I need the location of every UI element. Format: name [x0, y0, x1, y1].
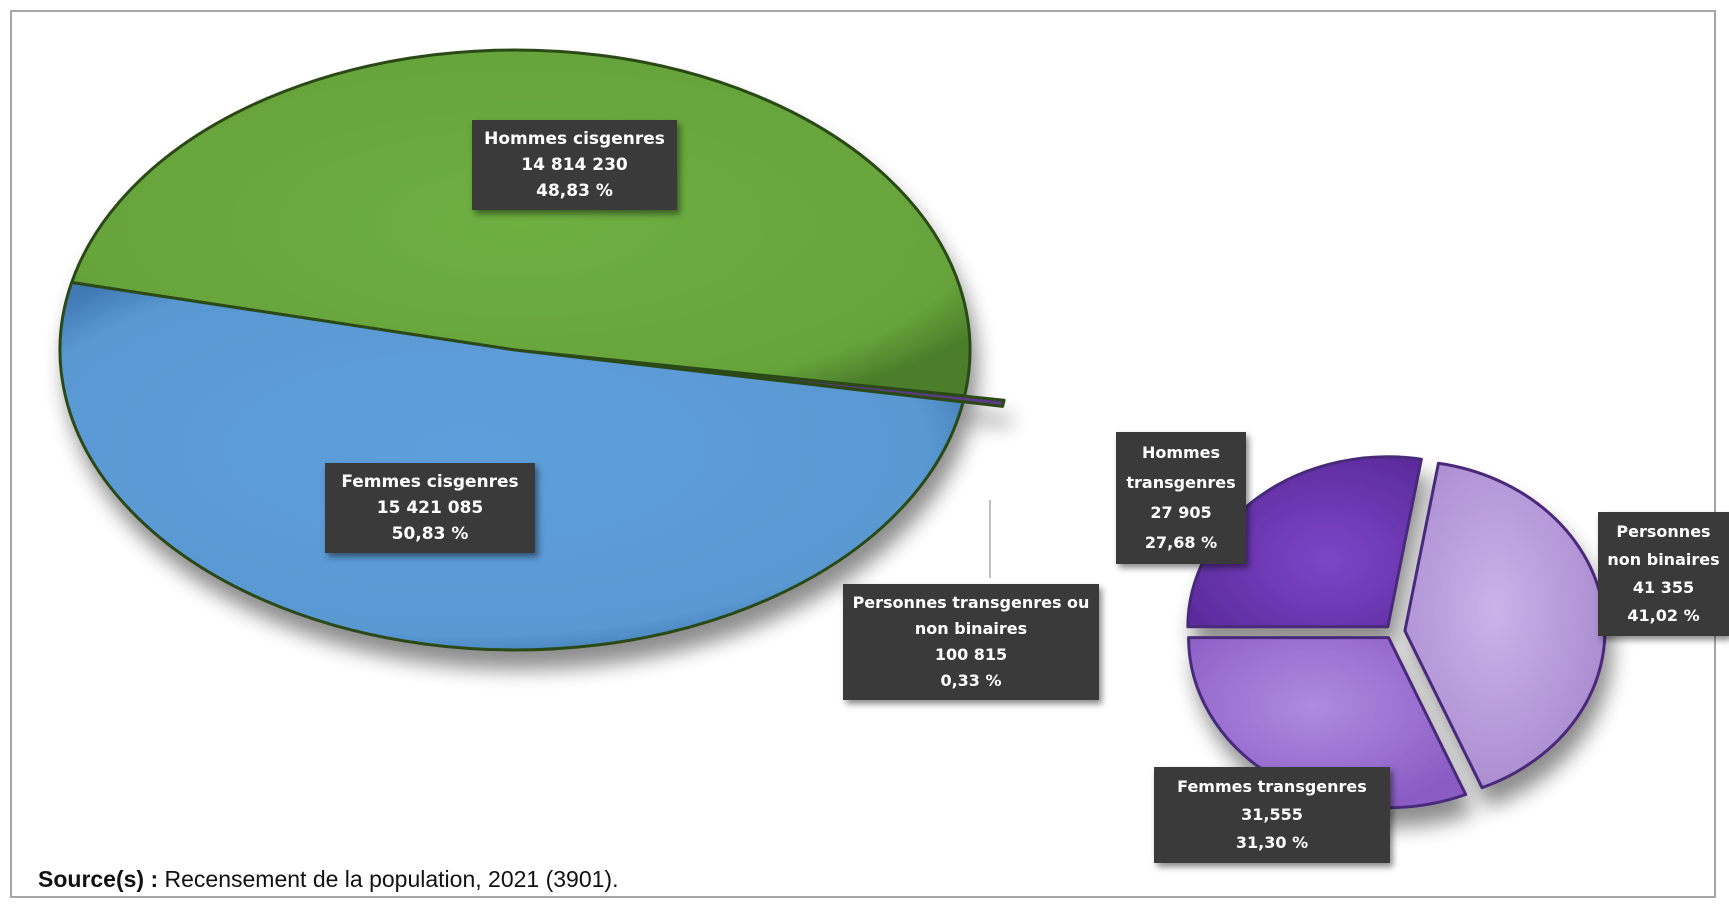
label-name-line1: Personnes transgenres ou — [852, 593, 1090, 612]
label-percent: 48,83 % — [536, 181, 613, 201]
label-name-line2: transgenres — [1126, 473, 1236, 492]
label-percent: 27,68 % — [1144, 533, 1218, 552]
label-percent: 0,33 % — [940, 671, 1002, 690]
label-name-line2: non binaires — [1607, 550, 1720, 569]
label-hommes-cisgenres: Hommes cisgenres 14 814 230 48,83 % — [472, 120, 677, 210]
source-label: Source(s) : — [38, 866, 159, 892]
label-value: 41 355 — [1632, 578, 1695, 597]
detail-pie — [1186, 455, 1607, 810]
label-percent: 31,30 % — [1235, 833, 1309, 852]
source-text: Recensement de la population, 2021 (3901… — [164, 866, 619, 892]
label-value: 15 421 085 — [376, 498, 484, 518]
label-name: Hommes cisgenres — [484, 129, 665, 149]
label-hommes-transgenres: Hommes transgenres 27 905 27,68 % — [1116, 432, 1246, 564]
label-femmes-transgenres: Femmes transgenres 31,555 31,30 % — [1154, 767, 1390, 863]
label-name: Femmes transgenres — [1177, 777, 1367, 796]
label-personnes-transgenres-ou-non-binaires: Personnes transgenres ou non binaires 10… — [843, 584, 1099, 700]
label-name: Femmes cisgenres — [341, 472, 519, 492]
label-personnes-non-binaires: Personnes non binaires 41 355 41,02 % — [1598, 512, 1729, 636]
pie-slice-hommes-transgenres — [1186, 455, 1423, 629]
label-name-line1: Personnes — [1616, 522, 1711, 541]
label-percent: 50,83 % — [391, 524, 469, 544]
label-value: 100 815 — [934, 645, 1008, 664]
label-value: 27 905 — [1150, 503, 1212, 522]
label-value: 31,555 — [1241, 805, 1303, 824]
label-name-line1: Hommes — [1141, 443, 1221, 462]
label-value: 14 814 230 — [521, 155, 628, 175]
pie-slice-hommes-cisgenres — [70, 48, 972, 398]
label-percent: 41,02 % — [1627, 606, 1700, 625]
label-femmes-cisgenres: Femmes cisgenres 15 421 085 50,83 % — [325, 463, 535, 553]
source-note: Source(s) : Recensement de la population… — [38, 866, 618, 893]
label-name-line2: non binaires — [914, 619, 1028, 638]
